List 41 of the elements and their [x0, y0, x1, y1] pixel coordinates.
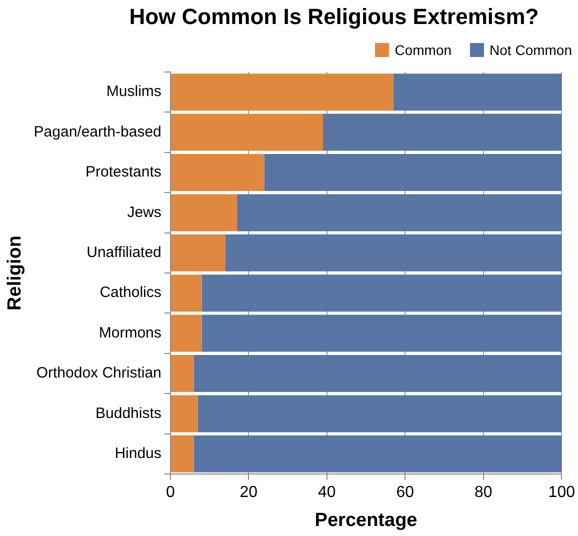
- y-tick-label: Jews: [127, 204, 162, 221]
- y-tick-label: Pagan/earth-based: [34, 123, 162, 140]
- y-tick-label: Protestants: [86, 164, 162, 181]
- y-tick-label: Hindus: [114, 445, 162, 462]
- y-axis-title: Religion: [4, 236, 26, 310]
- chart-title: How Common Is Religious Extremism?: [128, 4, 540, 30]
- y-tick-label: Muslims: [106, 83, 162, 100]
- bar: [393, 74, 562, 111]
- bar: [225, 234, 562, 272]
- bar: [170, 154, 264, 191]
- bar: [264, 154, 562, 191]
- legend-label: Not Common: [490, 42, 572, 58]
- bar: [170, 435, 194, 472]
- bar: [170, 114, 323, 151]
- legend-label: Common: [394, 42, 452, 58]
- x-tick-label: 80: [474, 484, 492, 502]
- y-tick-label: Mormons: [98, 324, 162, 342]
- x-tick-label: 100: [548, 484, 576, 502]
- x-tick-label: 20: [240, 484, 258, 502]
- bar: [202, 274, 562, 312]
- bar: [194, 435, 562, 472]
- x-tick-label: 60: [396, 484, 414, 502]
- y-tick-label: Unaffiliated: [86, 244, 162, 262]
- bar: [194, 355, 562, 392]
- bar: [202, 314, 562, 352]
- y-tick-label: Buddhists: [96, 404, 162, 422]
- y-tick-label: Orthodox Christian: [36, 364, 162, 382]
- bar: [170, 355, 194, 392]
- bar: [170, 314, 202, 352]
- bar: [322, 114, 562, 151]
- bar: [170, 234, 226, 272]
- bar: [236, 194, 562, 232]
- bar: [198, 395, 562, 432]
- x-axis-title: Percentage: [314, 510, 418, 531]
- bar: [170, 274, 202, 312]
- bar: [170, 395, 198, 432]
- x-tick-label: 40: [318, 484, 336, 502]
- y-tick-label: Catholics: [100, 284, 162, 302]
- bar: [170, 74, 394, 111]
- bar: [170, 194, 237, 232]
- x-tick-label: 0: [166, 484, 175, 502]
